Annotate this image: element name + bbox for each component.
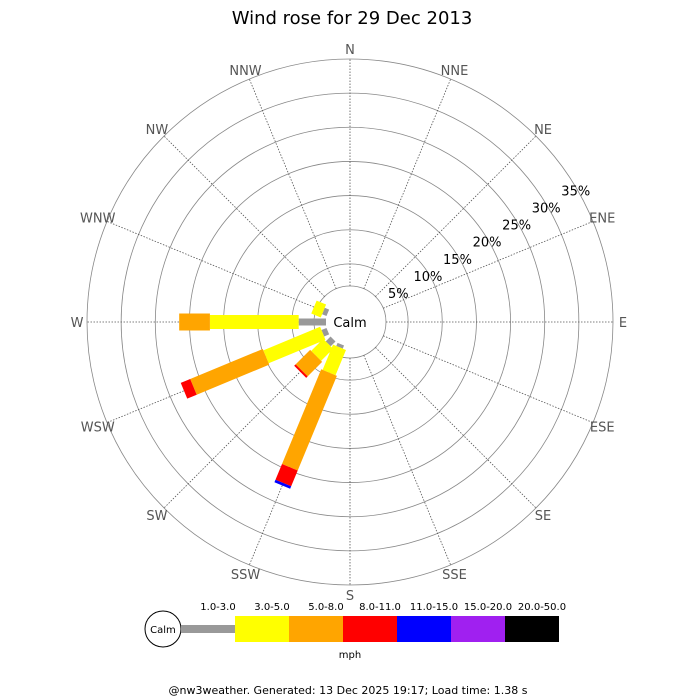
petal-segment-wsw-8.0-11.0: [180, 378, 197, 399]
spoke-sse: [363, 355, 452, 566]
petal-segment-ssw-8.0-11.0: [275, 463, 298, 487]
petal-w: [179, 313, 326, 331]
legend-swatch-1.0-3.0: [181, 625, 235, 633]
calm-label: Calm: [333, 316, 366, 331]
legend-bin-label-2: 3.0-5.0: [254, 602, 289, 613]
percent-label-6: 30%: [532, 202, 561, 217]
direction-label-wsw: WSW: [81, 420, 115, 435]
direction-label-nne: NNE: [441, 64, 469, 79]
direction-label-ne: NE: [534, 123, 552, 138]
direction-label-se: SE: [535, 509, 551, 524]
legend-bins: 1.0-3.0 3.0-5.0 5.0-8.0 8.0-11.0 11.0-15.0 15…: [181, 602, 566, 642]
direction-label-sw: SW: [146, 509, 167, 524]
petal-segment-wsw-1.0-3.0: [321, 327, 330, 337]
direction-label-sse: SSE: [442, 568, 467, 583]
petal-segment-wsw-5.0-8.0: [190, 348, 270, 395]
chart-title: Wind rose for 29 Dec 2013: [232, 8, 473, 29]
percent-label-3: 15%: [443, 253, 472, 268]
grid-ring-7: [86, 58, 614, 586]
grid-ring-5: [154, 126, 546, 518]
direction-label-w: W: [71, 316, 84, 331]
petal-segment-wsw-3.0-5.0: [263, 326, 326, 364]
percent-label-7: 35%: [561, 185, 590, 200]
petal-sw: [294, 336, 336, 378]
spoke-ese: [383, 335, 594, 424]
spoke-ene: [383, 220, 594, 309]
petal-segment-sw-1.0-3.0: [325, 336, 336, 347]
legend-bin-label-4: 8.0-11.0: [359, 602, 401, 613]
legend-swatch-11.0-15.0: [397, 616, 451, 642]
legend-swatch-8.0-11.0: [343, 616, 397, 642]
direction-label-ese: ESE: [590, 420, 615, 435]
spoke-nw: [163, 135, 325, 297]
direction-label-e: E: [619, 316, 627, 331]
direction-label-n: N: [345, 43, 355, 58]
percent-label-2: 10%: [413, 270, 442, 285]
petal-segment-wnw-1.0-3.0: [322, 307, 330, 317]
spoke-ne: [375, 135, 537, 297]
petal-segment-w-1.0-3.0: [298, 318, 326, 326]
wind-petals: [179, 300, 346, 489]
legend-swatch-20.0-50.0: [505, 616, 559, 642]
legend-unit: mph: [339, 650, 361, 661]
percent-label-5: 25%: [502, 219, 531, 234]
legend-bin-label-3: 5.0-8.0: [308, 602, 343, 613]
legend-bin-label-7: 20.0-50.0: [518, 602, 566, 613]
petal-segment-ssw-5.0-8.0: [282, 369, 337, 471]
percent-label-4: 20%: [473, 236, 502, 251]
petal-segment-ssw-11.0-15.0: [274, 479, 292, 489]
direction-label-ssw: SSW: [231, 568, 261, 583]
petal-wnw: [311, 300, 330, 318]
percent-labels: 5% 10%15%20%25%30%35%: [388, 185, 590, 302]
petal-segment-w-3.0-5.0: [209, 315, 299, 329]
legend-bin-label-1: 1.0-3.0: [200, 602, 235, 613]
direction-labels: N NNE NE ENE E ESE SE SSE S SSW SW WSW W WNW NW NNW: [71, 43, 628, 604]
spoke-wnw: [106, 220, 317, 309]
calm-circle: [328, 300, 372, 344]
calm-center: Calm: [328, 300, 372, 344]
direction-label-nw: NW: [146, 123, 169, 138]
percent-label-1: 5%: [388, 287, 409, 302]
direction-spokes: [87, 59, 613, 585]
legend-swatch-5.0-8.0: [289, 616, 343, 642]
petal-segment-sw-8.0-11.0: [294, 364, 308, 378]
speed-legend: Calm 1.0-3.0 3.0-5.0 5.0-8.0 8.0-11.0 11.0-1…: [144, 602, 566, 661]
direction-label-wnw: WNW: [80, 212, 116, 227]
petal-segment-ssw-1.0-3.0: [336, 342, 345, 349]
petal-segment-wnw-3.0-5.0: [311, 300, 327, 318]
direction-label-nnw: NNW: [229, 64, 261, 79]
petal-segment-w-5.0-8.0: [179, 313, 210, 331]
petal-segment-sw-3.0-5.0: [311, 338, 334, 361]
legend-bin-label-6: 15.0-20.0: [464, 602, 512, 613]
spoke-ssw: [248, 355, 337, 566]
legend-bin-label-5: 11.0-15.0: [410, 602, 458, 613]
legend-swatch-3.0-5.0: [235, 616, 289, 642]
direction-label-s: S: [346, 589, 354, 604]
legend-swatch-15.0-20.0: [451, 616, 505, 642]
petal-segment-sw-5.0-8.0: [295, 349, 323, 377]
petal-wsw: [180, 326, 330, 399]
spoke-wsw: [106, 335, 317, 424]
direction-label-ene: ENE: [589, 212, 615, 227]
spoke-sw: [163, 347, 325, 509]
legend-calm-label: Calm: [150, 625, 176, 636]
petal-ssw: [274, 342, 346, 489]
spoke-nne: [363, 78, 452, 289]
footer-text: @nw3weather. Generated: 13 Dec 2025 19:1…: [169, 684, 528, 697]
petal-segment-ssw-3.0-5.0: [322, 344, 346, 376]
spoke-nnw: [248, 78, 337, 289]
spoke-se: [375, 347, 537, 509]
